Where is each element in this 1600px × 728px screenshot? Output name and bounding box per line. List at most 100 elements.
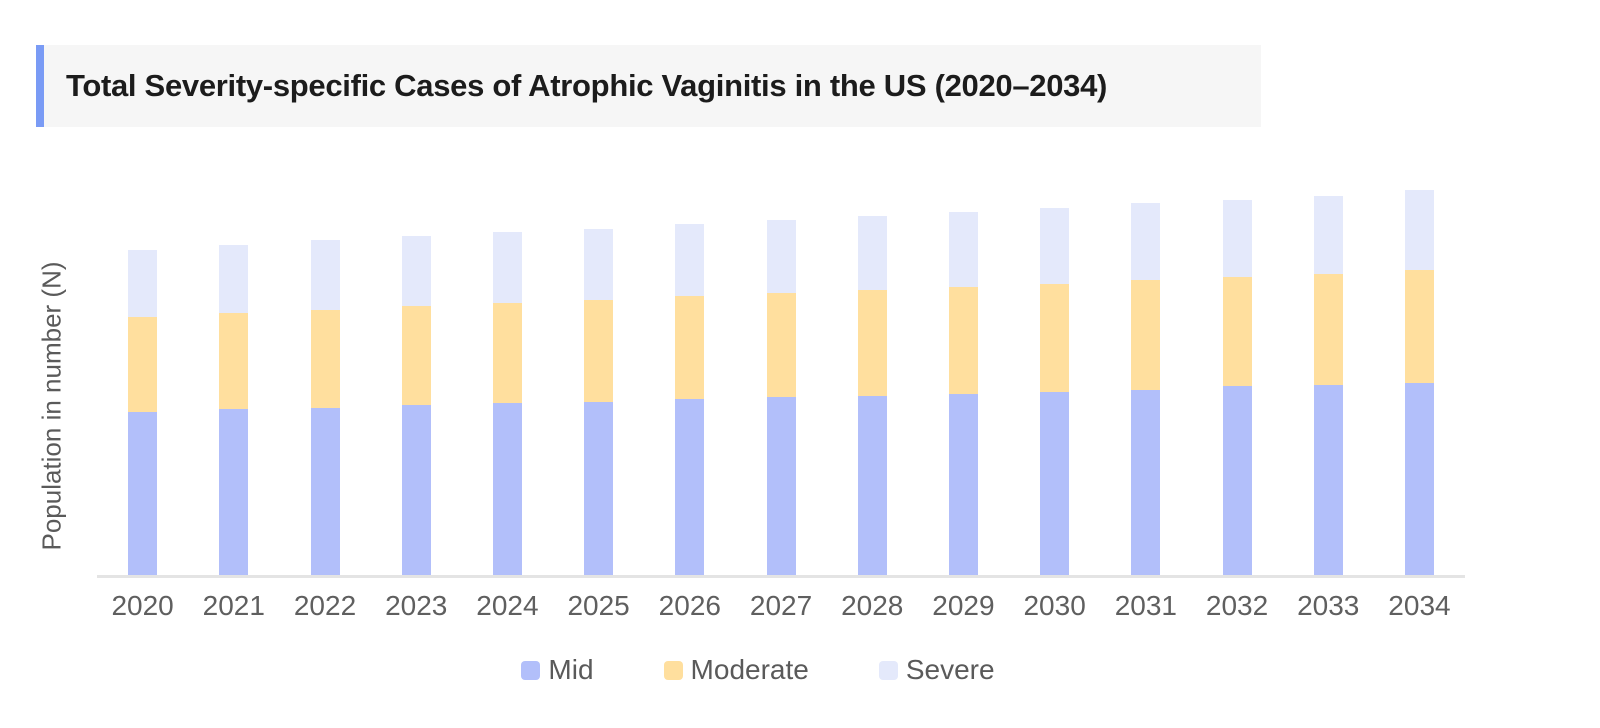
bar-segment-severe-2033[interactable] (1313, 196, 1343, 274)
stacked-bar-2026[interactable] (675, 224, 705, 575)
bar-segment-severe-2020[interactable] (128, 250, 158, 317)
bar-slot-2027 (735, 185, 826, 575)
legend-item-moderate[interactable]: Moderate (663, 654, 809, 686)
bar-segment-mid-2024[interactable] (492, 403, 522, 575)
x-tick-label-2025: 2025 (567, 590, 630, 621)
stacked-bar-2021[interactable] (219, 245, 249, 575)
bar-segment-moderate-2026[interactable] (675, 296, 705, 399)
x-tick-label-2024: 2024 (476, 590, 539, 621)
bar-segment-severe-2032[interactable] (1222, 200, 1252, 277)
stacked-bar-2020[interactable] (128, 250, 158, 575)
bar-segment-moderate-2034[interactable] (1404, 270, 1434, 383)
bar-segment-severe-2034[interactable] (1404, 190, 1434, 270)
bar-segment-severe-2028[interactable] (857, 216, 887, 290)
title-accent-bar (36, 45, 44, 127)
bar-segment-severe-2029[interactable] (948, 212, 978, 287)
bar-slot-2026 (644, 185, 735, 575)
bar-slot-2033 (1283, 185, 1374, 575)
stacked-bar-2023[interactable] (401, 236, 431, 575)
bar-segment-mid-2033[interactable] (1313, 385, 1343, 575)
bar-slot-2031 (1100, 185, 1191, 575)
bar-segment-mid-2028[interactable] (857, 396, 887, 575)
stacked-bar-2022[interactable] (310, 240, 340, 575)
bar-segment-severe-2023[interactable] (401, 236, 431, 306)
bar-segment-moderate-2023[interactable] (401, 306, 431, 405)
title-card: Total Severity-specific Cases of Atrophi… (36, 45, 1261, 127)
legend-swatch-severe (878, 660, 898, 680)
bar-segment-moderate-2024[interactable] (492, 303, 522, 403)
chart-title: Total Severity-specific Cases of Atrophi… (66, 68, 1108, 103)
stacked-bar-2029[interactable] (948, 212, 978, 575)
bar-segment-moderate-2027[interactable] (766, 293, 796, 397)
stacked-bar-2028[interactable] (857, 216, 887, 575)
bar-segment-mid-2029[interactable] (948, 394, 978, 575)
bar-slot-2020 (97, 185, 188, 575)
bar-segment-mid-2034[interactable] (1404, 383, 1434, 575)
bar-segment-mid-2022[interactable] (310, 408, 340, 575)
bar-segment-moderate-2030[interactable] (1040, 284, 1070, 392)
stacked-bar-2025[interactable] (584, 229, 614, 575)
bar-slot-2021 (188, 185, 279, 575)
bar-segment-mid-2026[interactable] (675, 399, 705, 575)
bar-segment-severe-2021[interactable] (219, 245, 249, 313)
bar-segment-mid-2030[interactable] (1040, 392, 1070, 575)
legend-item-mid[interactable]: Mid (521, 654, 594, 686)
stacked-bar-2030[interactable] (1040, 208, 1070, 575)
legend-swatch-moderate (663, 660, 683, 680)
bar-segment-severe-2031[interactable] (1131, 203, 1161, 280)
y-axis-label: Population in number (N) (36, 261, 67, 551)
x-tick-label-2020: 2020 (111, 590, 174, 621)
bar-segment-mid-2021[interactable] (219, 409, 249, 575)
bar-slot-2032 (1191, 185, 1282, 575)
stacked-bar-2027[interactable] (766, 220, 796, 575)
stacked-bar-2033[interactable] (1313, 196, 1343, 575)
x-tick-label-2031: 2031 (1114, 590, 1177, 621)
bar-slot-2029 (918, 185, 1009, 575)
bar-segment-moderate-2029[interactable] (948, 287, 978, 394)
bar-segment-mid-2031[interactable] (1131, 390, 1161, 575)
stacked-bar-2032[interactable] (1222, 200, 1252, 575)
legend-label-moderate: Moderate (690, 654, 809, 685)
x-tick-label-2034: 2034 (1388, 590, 1451, 621)
bar-segment-moderate-2022[interactable] (310, 310, 340, 408)
bar-slot-2028 (827, 185, 918, 575)
legend-label-mid: Mid (548, 654, 594, 685)
bar-slot-2024 (462, 185, 553, 575)
bar-segment-severe-2024[interactable] (492, 232, 522, 303)
bar-segment-moderate-2032[interactable] (1222, 277, 1252, 386)
bar-segment-mid-2025[interactable] (584, 402, 614, 575)
bar-slot-2030 (1009, 185, 1100, 575)
bar-slot-2025 (553, 185, 644, 575)
x-tick-label-2022: 2022 (293, 590, 357, 621)
bar-segment-moderate-2025[interactable] (584, 300, 614, 402)
legend: Mid Moderate Severe (97, 654, 1419, 686)
bar-segment-severe-2030[interactable] (1040, 208, 1070, 284)
x-tick-label-2029: 2029 (932, 590, 995, 621)
x-tick-label-2026: 2026 (658, 590, 721, 621)
stacked-bar-2031[interactable] (1131, 203, 1161, 575)
stacked-bar-2034[interactable] (1404, 190, 1434, 575)
stacked-bar-2024[interactable] (492, 232, 522, 575)
bar-segment-severe-2025[interactable] (584, 229, 614, 300)
bar-segment-severe-2027[interactable] (766, 220, 796, 293)
bar-segment-mid-2020[interactable] (128, 412, 158, 575)
x-tick-label-2023: 2023 (385, 590, 448, 621)
x-tick-label-2032: 2032 (1205, 590, 1269, 621)
bar-segment-severe-2026[interactable] (675, 224, 705, 296)
bar-segment-mid-2032[interactable] (1222, 386, 1252, 575)
x-tick-label-2030: 2030 (1023, 590, 1086, 621)
x-tick-label-2027: 2027 (749, 590, 813, 621)
bar-segment-moderate-2020[interactable] (128, 317, 158, 412)
plot-area (97, 185, 1465, 575)
bar-segment-moderate-2028[interactable] (857, 290, 887, 396)
bar-slot-2034 (1374, 185, 1465, 575)
bar-segment-mid-2027[interactable] (766, 397, 796, 575)
x-tick-label-2033: 2033 (1297, 590, 1360, 621)
bar-segment-moderate-2031[interactable] (1131, 280, 1161, 390)
bar-slot-2022 (279, 185, 370, 575)
bar-segment-severe-2022[interactable] (310, 240, 340, 310)
bar-segment-mid-2023[interactable] (401, 405, 431, 575)
bar-segment-moderate-2021[interactable] (219, 313, 249, 409)
bar-segment-moderate-2033[interactable] (1313, 274, 1343, 385)
legend-item-severe[interactable]: Severe (878, 654, 995, 686)
